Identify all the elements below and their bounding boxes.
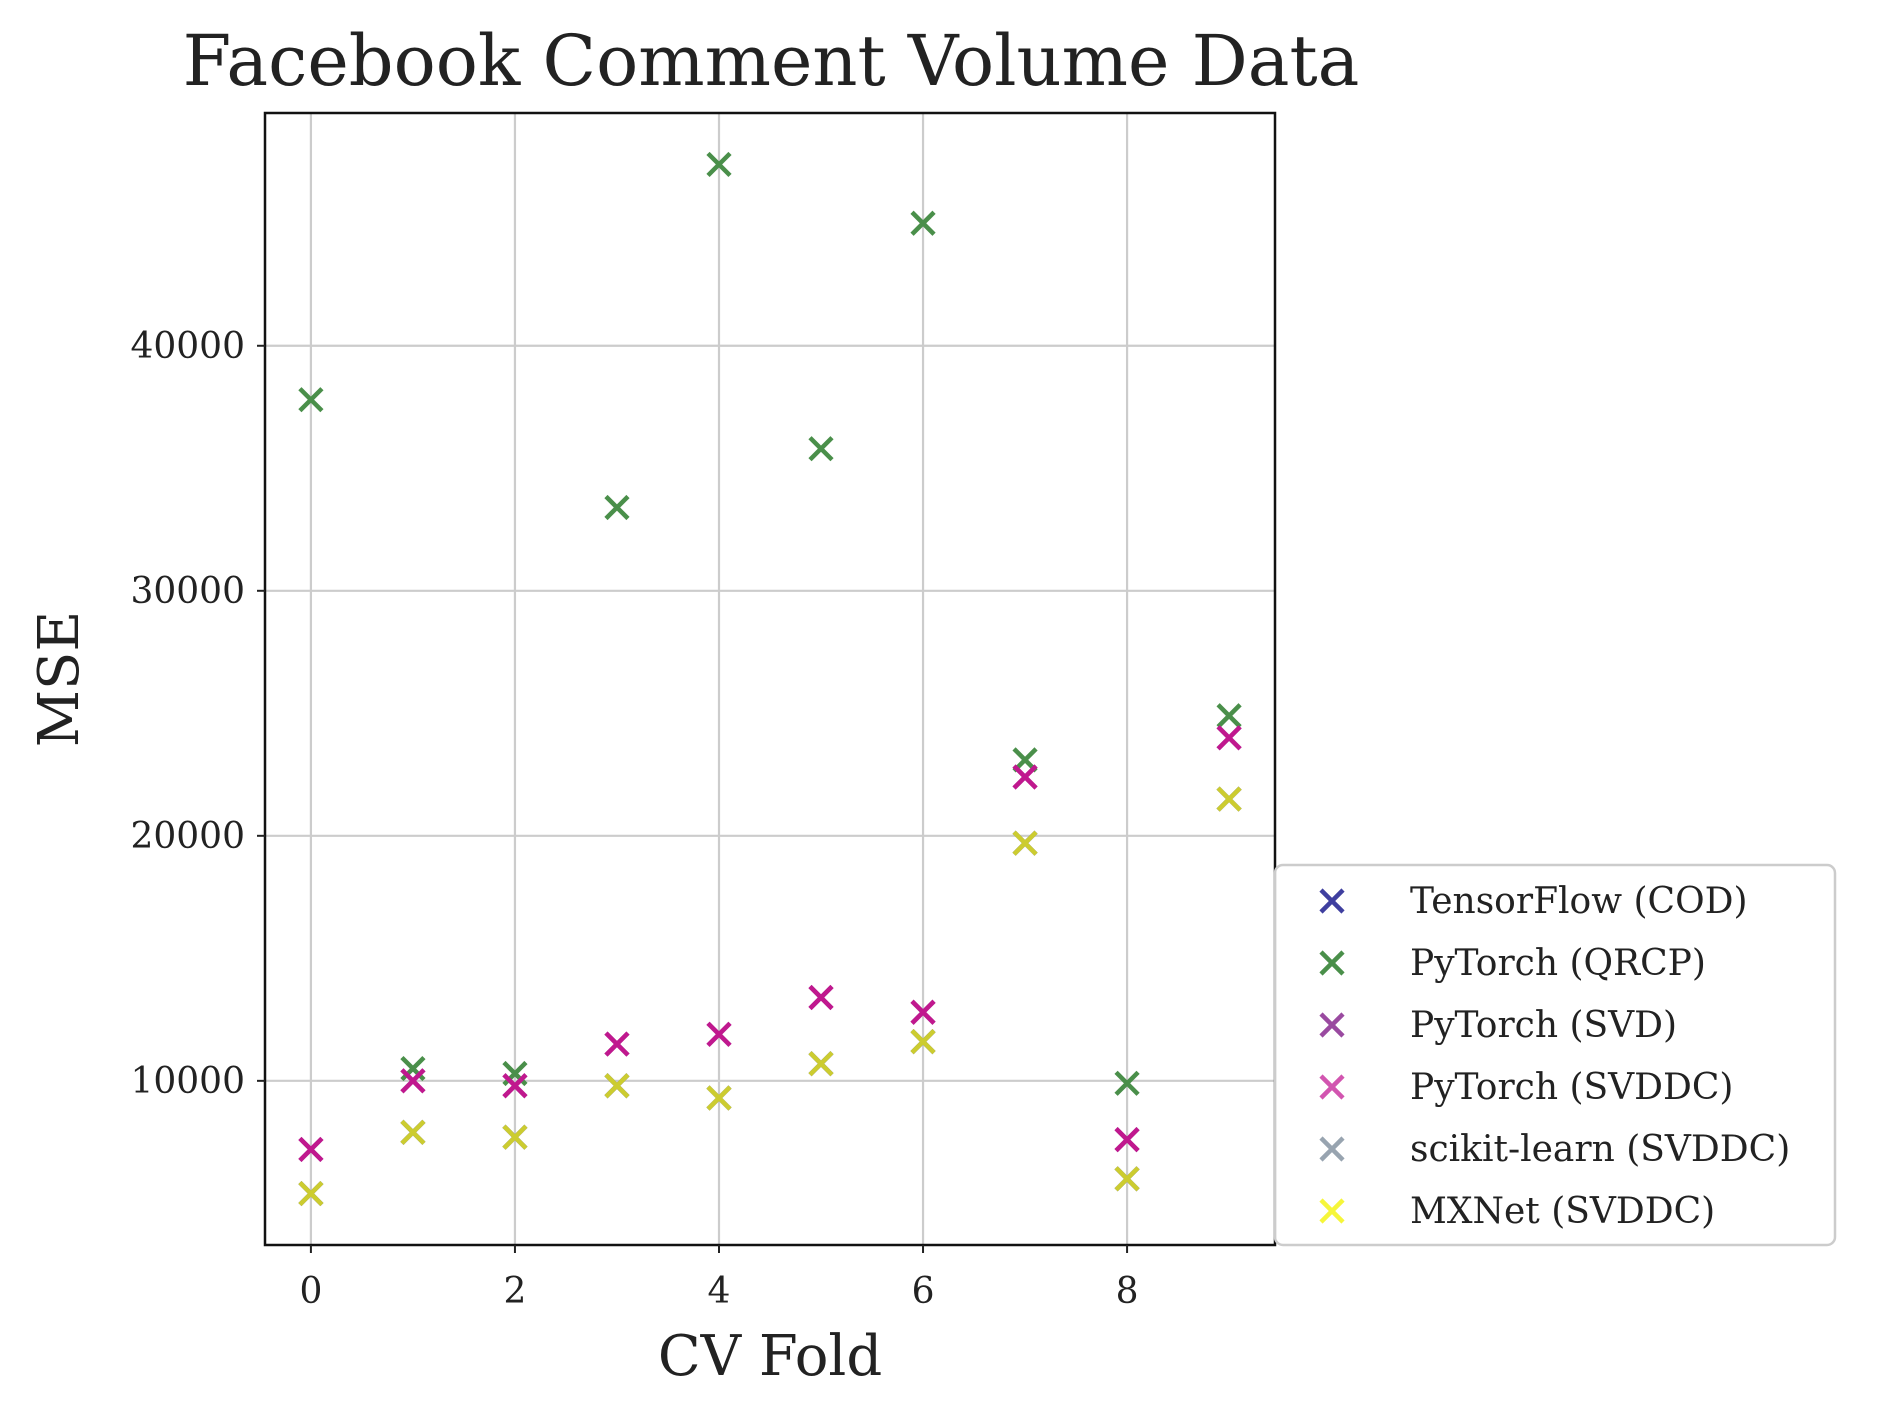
legend-marker: [1319, 1198, 1345, 1224]
data-point-series-5: [400, 1119, 426, 1145]
x-tick-label: 0: [299, 1271, 322, 1312]
data-point-series-5: [1114, 1166, 1140, 1192]
y-tick-label: 20000: [130, 816, 245, 857]
data-point-series-5: [1216, 786, 1242, 812]
data-point-series-5: [706, 1085, 732, 1111]
data-point-series-3: [1216, 725, 1242, 751]
legend-label: TensorFlow (COD): [1410, 881, 1748, 922]
legend-marker: [1319, 1012, 1345, 1038]
x-tick-label: 8: [1116, 1271, 1139, 1312]
data-point-series-5: [910, 1029, 936, 1055]
chart-title: Facebook Comment Volume Data: [183, 20, 1360, 102]
x-tick-label: 2: [503, 1271, 526, 1312]
data-point-series-5: [808, 1051, 834, 1077]
data-point-series-3: [298, 1136, 324, 1163]
legend-label: scikit-learn (SVDDC): [1410, 1129, 1790, 1170]
y-ticks: 10000 20000 30000 40000: [130, 326, 265, 1102]
plot-frame: [263, 111, 1277, 1247]
data-point-series-3: [910, 999, 936, 1025]
data-point-series-3: [706, 1021, 732, 1047]
y-tick-label: 40000: [130, 326, 245, 367]
data-point-series-3: [808, 984, 834, 1011]
data-point-series-1: [1216, 703, 1242, 729]
data-point-series-3: [502, 1073, 528, 1099]
data-point-series-1: [808, 436, 834, 462]
data-point-series-1: [706, 151, 732, 178]
data-point-series-3: [400, 1068, 426, 1094]
data-point-series-3: [1114, 1127, 1140, 1153]
x-tick-label: 6: [912, 1271, 935, 1312]
legend-marker: [1319, 1136, 1345, 1162]
y-tick-label: 10000: [130, 1061, 245, 1102]
data-point-series-1: [1114, 1070, 1140, 1096]
y-tick-label: 30000: [130, 571, 245, 612]
data-point-series-3: [1012, 764, 1038, 790]
plot-points: [298, 151, 1242, 1207]
data-point-series-1: [298, 387, 324, 413]
grid: [265, 113, 1275, 1245]
legend-marker: [1319, 888, 1345, 914]
data-point-series-5: [298, 1180, 324, 1207]
x-axis-label: CV Fold: [658, 1324, 882, 1389]
data-point-series-5: [502, 1124, 528, 1150]
legend: TensorFlow (COD) PyTorch (QRCP) PyTorch (S…: [1273, 863, 1837, 1247]
legend-label: PyTorch (SVD): [1410, 1005, 1677, 1046]
data-point-series-3: [604, 1031, 630, 1057]
legend-label: PyTorch (SVDDC): [1410, 1067, 1733, 1108]
legend-marker: [1319, 1074, 1345, 1100]
x-ticks: 0 2 4 6 8: [299, 1245, 1139, 1312]
legend-box: [1273, 863, 1837, 1247]
data-point-series-5: [604, 1073, 630, 1099]
legend-label: PyTorch (QRCP): [1410, 943, 1706, 984]
data-point-series-1: [910, 210, 936, 236]
legend-label: MXNet (SVDDC): [1410, 1191, 1715, 1232]
data-point-series-1: [604, 494, 630, 521]
data-point-series-5: [1012, 830, 1038, 856]
y-axis-label: MSE: [27, 611, 92, 748]
legend-marker: [1319, 950, 1345, 976]
x-tick-label: 4: [708, 1271, 731, 1312]
